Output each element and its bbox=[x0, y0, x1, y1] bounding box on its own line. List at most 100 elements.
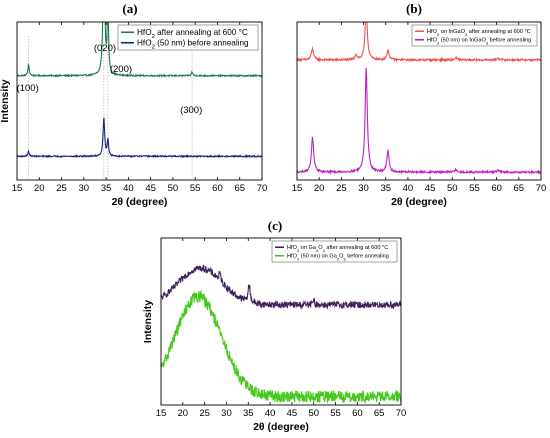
peak-label: (200) bbox=[110, 64, 132, 75]
legend-text-part: HfO bbox=[287, 254, 298, 260]
chart-panel-c: (c) 15 20 25 30 35 40 45 50 55 60 65 70 2θ (degree) In… bbox=[142, 218, 406, 433]
legend-text-part: (50 nm) before annealing bbox=[155, 39, 249, 48]
x-tick-label: 70 bbox=[396, 408, 407, 419]
legend-label: HfO2 after annealing at 600 °C bbox=[137, 28, 248, 40]
legend-subscript: 2 bbox=[437, 40, 440, 45]
peak-label: (100) bbox=[17, 83, 39, 94]
legend-subscript: 3 bbox=[465, 32, 468, 37]
x-tick-label: 15 bbox=[156, 408, 167, 419]
series-line-2 bbox=[297, 67, 541, 176]
panel-letter: (a) bbox=[122, 1, 137, 16]
legend-text-part: after annealing at 600 °C bbox=[155, 28, 248, 37]
legend-subscript: 3 bbox=[343, 256, 346, 261]
x-axis-title: 2θ (degree) bbox=[112, 196, 168, 208]
x-tick-label: 60 bbox=[212, 183, 223, 194]
x-tick-label: 50 bbox=[168, 183, 179, 194]
legend-subscript: 2 bbox=[437, 32, 440, 37]
legend-text-part: on Ga bbox=[299, 245, 317, 251]
x-tick-label: 25 bbox=[56, 183, 67, 194]
x-tick-label: 45 bbox=[145, 183, 156, 194]
x-tick-label: 55 bbox=[330, 408, 341, 419]
x-tick-label: 25 bbox=[199, 408, 210, 419]
x-tick-label: 20 bbox=[178, 408, 189, 419]
legend-text-part: after annealing at 600 °C bbox=[467, 29, 531, 35]
series-line-2 bbox=[161, 289, 401, 404]
x-tick-label: 35 bbox=[380, 183, 391, 194]
x-tick-label: 40 bbox=[403, 183, 414, 194]
x-tick-label: 35 bbox=[101, 183, 112, 194]
legend-subscript: 2 bbox=[297, 248, 300, 253]
series-line-2 bbox=[17, 117, 262, 159]
legend: HfO2 on InGaO3 after annealing at 600 °C… bbox=[411, 24, 538, 47]
x-tick-label: 30 bbox=[221, 408, 232, 419]
legend-text-part: HfO bbox=[137, 28, 152, 37]
legend-text-part: HfO bbox=[137, 39, 152, 48]
y-axis-title: Intensity bbox=[0, 79, 11, 122]
legend-label: HfO2 on Ga2O3 after annealing at 600 °C bbox=[287, 245, 388, 253]
x-tick-label: 40 bbox=[123, 183, 134, 194]
x-tick-label: 65 bbox=[234, 183, 245, 194]
legend-subscript: 3 bbox=[323, 248, 326, 253]
legend-subscript: 2 bbox=[316, 248, 319, 253]
legend-text-part: (50 nm) on Ga bbox=[299, 254, 338, 260]
x-tick-label: 20 bbox=[34, 183, 45, 194]
x-tick-label: 15 bbox=[292, 183, 303, 194]
legend: HfO2 on Ga2O3 after annealing at 600 °CH… bbox=[271, 240, 398, 263]
plot-frame bbox=[296, 21, 542, 181]
x-axis-title: 2θ (degree) bbox=[253, 421, 309, 433]
plot-frame bbox=[16, 21, 263, 181]
chart-panel-a: (a) 15 20 25 30 35 40 45 50 55 60 65 70 2θ (degree) In… bbox=[0, 1, 268, 208]
panel-letter: (b) bbox=[406, 1, 422, 16]
series-line-1 bbox=[161, 264, 401, 311]
x-tick-label: 70 bbox=[257, 183, 268, 194]
legend-text-part: (50 nm) on InGaO bbox=[439, 38, 486, 44]
x-tick-label: 65 bbox=[374, 408, 385, 419]
legend-box bbox=[271, 240, 398, 263]
legend-label: HfO2 (50 nm) before annealing bbox=[137, 39, 249, 51]
x-tick-label: 30 bbox=[358, 183, 369, 194]
x-tick-label: 35 bbox=[243, 408, 254, 419]
x-tick-label: 40 bbox=[265, 408, 276, 419]
plot-frame bbox=[160, 237, 402, 406]
legend-subscript: 2 bbox=[337, 256, 340, 261]
x-tick-label: 25 bbox=[336, 183, 347, 194]
panel-letter: (c) bbox=[268, 218, 282, 233]
legend-subscript: 3 bbox=[486, 40, 489, 45]
legend-label: HfO2 (50 nm) on InGaO3 before annealing bbox=[427, 38, 531, 46]
legend-text-part: O bbox=[318, 245, 323, 251]
legend-label: HfO2 (50 nm) on Ga2O3 before annealing bbox=[287, 254, 389, 262]
legend-text-part: after annealing at 600 °C bbox=[325, 245, 389, 251]
x-tick-label: 55 bbox=[469, 183, 480, 194]
series-line-1 bbox=[17, 22, 262, 78]
legend-box bbox=[411, 24, 538, 47]
legend-label: HfO2 on InGaO3 after annealing at 600 °C bbox=[427, 29, 531, 37]
x-tick-label: 20 bbox=[314, 183, 325, 194]
chart-panel-b: (b) 15 20 25 30 35 40 45 50 55 60 65 70 2θ (degree) Hf… bbox=[292, 1, 547, 208]
legend-text-part: HfO bbox=[287, 245, 298, 251]
y-axis-title: Intensity bbox=[142, 300, 154, 343]
legend-text-part: before annealing bbox=[346, 254, 389, 260]
x-tick-label: 65 bbox=[514, 183, 525, 194]
legend-text-part: O bbox=[339, 254, 344, 260]
x-tick-label: 45 bbox=[425, 183, 436, 194]
legend-text-part: HfO bbox=[427, 29, 438, 35]
x-tick-label: 45 bbox=[287, 408, 298, 419]
legend-text-part: before annealing bbox=[488, 38, 531, 44]
legend-text-part: on InGaO bbox=[439, 29, 465, 35]
legend-subscript: 2 bbox=[297, 256, 300, 261]
x-tick-label: 60 bbox=[491, 183, 502, 194]
peak-label: (020) bbox=[94, 43, 116, 54]
legend-subscript: 2 bbox=[152, 45, 155, 51]
legend-subscript: 2 bbox=[152, 34, 155, 40]
x-tick-label: 50 bbox=[308, 408, 319, 419]
series-line-1 bbox=[297, 22, 541, 64]
x-tick-label: 60 bbox=[352, 408, 363, 419]
x-tick-label: 30 bbox=[79, 183, 90, 194]
x-axis-title: 2θ (degree) bbox=[391, 196, 447, 208]
x-tick-label: 15 bbox=[12, 183, 23, 194]
legend-box bbox=[117, 24, 259, 51]
x-tick-label: 50 bbox=[447, 183, 458, 194]
x-tick-label: 70 bbox=[536, 183, 547, 194]
